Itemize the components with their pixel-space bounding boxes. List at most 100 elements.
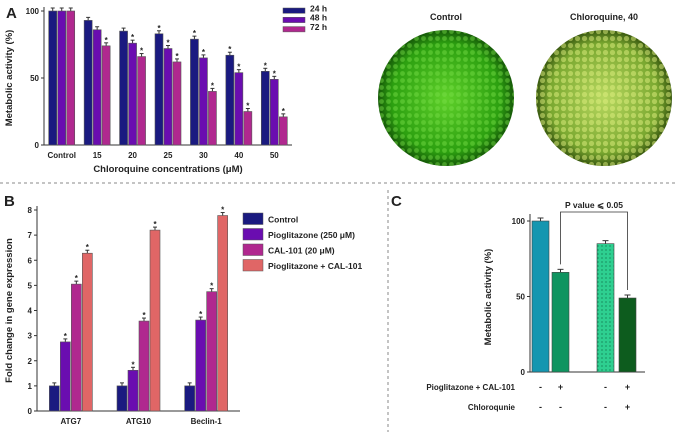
- y-axis-label: Metabolic activity (%): [4, 30, 15, 127]
- bar-pioglitazone-cal-101: [82, 252, 93, 412]
- row-label: Pioglitazone + CAL-101: [426, 383, 515, 392]
- x-tick-label: 40: [234, 151, 243, 160]
- bar-72-h: [172, 61, 182, 146]
- legend-swatch: [242, 259, 264, 272]
- significance-star: *: [282, 107, 286, 116]
- x-tick-label: 15: [93, 151, 102, 160]
- y-tick-label: 100: [26, 7, 40, 16]
- x-axis-label: Chloroquine concentrations (μM): [93, 164, 242, 175]
- significance-star: *: [273, 69, 277, 78]
- significance-star: *: [221, 206, 225, 215]
- significance-bracket: [560, 211, 628, 291]
- micrograph-chloroquine-label: Chloroquine, 40: [570, 12, 638, 22]
- significance-star: *: [264, 61, 268, 70]
- bar-cal-101-20-m-: [206, 291, 217, 412]
- bar-pioglitazone-250-m-: [195, 319, 206, 412]
- treatment-sign: -: [559, 402, 562, 412]
- micrograph-chloroquine: Chloroquine, 40: [536, 12, 672, 166]
- y-tick-label: 0: [521, 368, 526, 377]
- bar-cal-101-20-m-: [71, 283, 82, 412]
- x-tick-label: ATG10: [126, 417, 152, 426]
- y-tick-label: 6: [28, 256, 33, 265]
- legend-label: CAL-101 (20 μM): [268, 246, 335, 256]
- bar-pioglitazone-cal-101: [149, 229, 161, 412]
- bar-48-h: [199, 57, 208, 146]
- legend-swatch: [282, 17, 306, 23]
- legend-label: Control: [268, 215, 298, 225]
- bar-48-h: [92, 29, 102, 146]
- bar-48-h: [57, 10, 67, 146]
- y-tick-label: 100: [512, 217, 526, 226]
- bar-72-h: [208, 91, 217, 146]
- x-tick-label: 20: [128, 151, 137, 160]
- bar-72-h: [101, 45, 111, 146]
- legend-label: Pioglitazone + CAL-101: [268, 261, 362, 271]
- significance-star: *: [142, 311, 146, 320]
- significance-star: *: [64, 332, 68, 341]
- legend-label: 48 h: [310, 13, 327, 23]
- bar: [596, 243, 615, 373]
- y-tick-label: 1: [28, 382, 33, 391]
- y-axis-label: Fold change in gene expression: [4, 238, 15, 383]
- panel-label-b: B: [4, 193, 15, 210]
- p-value-annotation: P value ⩽ 0.05: [565, 200, 623, 210]
- y-tick-label: 50: [30, 74, 39, 83]
- bar-72-h: [243, 111, 253, 146]
- bar-pioglitazone-cal-101: [217, 215, 228, 412]
- bar-control: [184, 385, 195, 412]
- legend-swatch: [282, 7, 306, 14]
- significance-star: *: [228, 45, 232, 54]
- bar: [551, 272, 570, 373]
- bar-control: [116, 385, 128, 412]
- bar-24-h: [225, 54, 235, 146]
- y-tick-label: 2: [28, 357, 33, 366]
- significance-star: *: [86, 243, 90, 252]
- treatment-sign: -: [539, 402, 542, 412]
- significance-star: *: [202, 48, 206, 57]
- legend-swatch: [242, 212, 264, 225]
- x-tick-label: 30: [199, 151, 208, 160]
- legend-swatch: [282, 26, 306, 33]
- treatment-sign: +: [625, 382, 630, 392]
- significance-star: *: [166, 39, 170, 48]
- legend-swatch: [242, 243, 264, 256]
- bar-48-h: [269, 79, 279, 146]
- x-tick-label: Control: [47, 151, 75, 160]
- row-label: Chloroqunie: [468, 403, 516, 412]
- y-tick-label: 4: [28, 307, 33, 316]
- treatment-sign: +: [558, 382, 563, 392]
- significance-star: *: [131, 360, 135, 369]
- y-tick-label: 0: [28, 407, 33, 416]
- micrograph-control: Control: [378, 12, 514, 166]
- bar-cal-101-20-m-: [138, 320, 150, 412]
- x-tick-label: 50: [270, 151, 279, 160]
- treatment-sign: -: [604, 382, 607, 392]
- bar-72-h: [137, 56, 146, 146]
- significance-star: *: [131, 33, 135, 42]
- y-axis-label: Metabolic activity (%): [483, 249, 494, 346]
- significance-star: *: [157, 24, 161, 33]
- micrograph-control-label: Control: [430, 12, 462, 22]
- bar-48-h: [234, 72, 244, 146]
- significance-star: *: [153, 220, 157, 229]
- treatment-sign: +: [625, 402, 630, 412]
- treatment-sign: -: [539, 382, 542, 392]
- bar-48-h: [128, 42, 137, 146]
- bar-24-h: [190, 38, 199, 146]
- legend-label: 72 h: [310, 22, 327, 32]
- bar-24-h: [83, 20, 93, 146]
- significance-star: *: [199, 310, 203, 319]
- bar-24-h: [154, 33, 164, 146]
- bar: [531, 220, 550, 373]
- panel-label-c: C: [391, 193, 402, 210]
- y-tick-label: 50: [516, 293, 525, 302]
- significance-star: *: [175, 52, 179, 61]
- bar-72-h: [278, 116, 288, 146]
- x-tick-label: 25: [164, 151, 173, 160]
- bar-24-h: [119, 30, 128, 146]
- bar-48-h: [163, 48, 173, 146]
- legend-swatch: [242, 228, 264, 241]
- significance-star: *: [211, 81, 215, 90]
- legend-label: Pioglitazone (250 μM): [268, 230, 355, 240]
